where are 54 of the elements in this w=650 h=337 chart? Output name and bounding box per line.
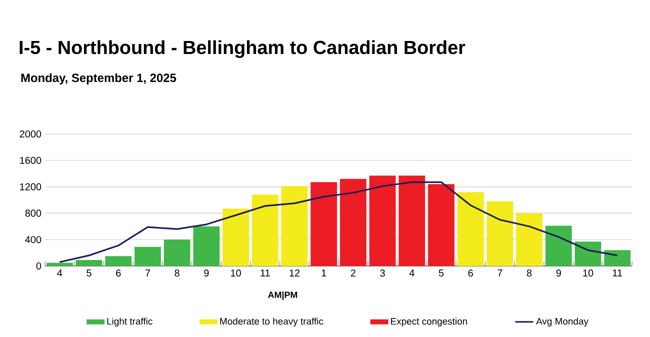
x-tick-label: 4 — [57, 270, 62, 276]
y-tick-label: 0 — [36, 262, 42, 270]
x-tick-label: 5 — [438, 270, 444, 276]
bar — [340, 178, 366, 266]
x-tick-label: 7 — [498, 270, 502, 276]
x-tick-label: 9 — [204, 270, 209, 277]
legend-label: Light traffic — [107, 318, 152, 327]
bar — [516, 213, 542, 266]
text: AM|PM — [268, 291, 298, 300]
bar — [105, 256, 132, 266]
y-tick-label: 400 — [25, 236, 42, 244]
y-tick-label: 800 — [25, 210, 42, 217]
bar — [574, 242, 602, 266]
line-series — [58, 181, 618, 263]
legend-label: Avg Monday — [536, 318, 588, 327]
legend-label: Moderate to heavy traffic — [220, 318, 324, 327]
x-tick-label: 1 — [322, 270, 326, 276]
y-tick-label: 2000 — [20, 130, 42, 138]
bar — [134, 246, 161, 266]
x-tick-label: 11 — [612, 270, 622, 276]
x-tick-label: 11 — [260, 270, 270, 276]
bar — [76, 260, 102, 266]
y-tick-label: 1200 — [20, 183, 42, 190]
x-tick-label: 4 — [409, 270, 414, 276]
bar — [46, 262, 73, 266]
x-tick-label: 10 — [583, 270, 594, 277]
x-tick-label: 12 — [290, 270, 300, 276]
bar — [310, 182, 338, 266]
bar — [428, 184, 454, 266]
x-tick-label: 8 — [174, 270, 180, 277]
bar — [252, 194, 278, 266]
bar — [281, 186, 308, 266]
bar — [486, 201, 514, 266]
bar — [369, 176, 396, 266]
y-tick-label: 1600 — [20, 156, 42, 164]
bar — [545, 226, 572, 266]
x-tick-label: 2 — [350, 270, 356, 276]
legend-label: Expect congestion — [391, 318, 467, 327]
bar — [193, 226, 220, 266]
x-tick-label: 9 — [556, 270, 561, 277]
bar — [222, 208, 249, 266]
x-tick-label: 6 — [116, 270, 121, 277]
x-tick-label: 3 — [380, 270, 385, 277]
chart-title: I-5 - Northbound - Bellingham to Canadian Border — [20, 40, 466, 58]
x-tick-label: 7 — [145, 270, 150, 276]
chart-subtitle: Monday, September 1, 2025 — [21, 73, 176, 84]
x-tick-label: 8 — [526, 270, 532, 277]
bar — [164, 240, 190, 266]
x-tick-label: 5 — [86, 270, 92, 276]
x-tick-label: 6 — [468, 270, 473, 277]
bar — [457, 192, 484, 266]
bar — [398, 176, 426, 266]
x-tick-label: 10 — [231, 270, 241, 277]
bar — [604, 250, 631, 266]
